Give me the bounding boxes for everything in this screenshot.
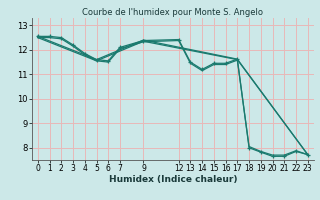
X-axis label: Humidex (Indice chaleur): Humidex (Indice chaleur) (108, 175, 237, 184)
Title: Courbe de l'humidex pour Monte S. Angelo: Courbe de l'humidex pour Monte S. Angelo (82, 8, 263, 17)
